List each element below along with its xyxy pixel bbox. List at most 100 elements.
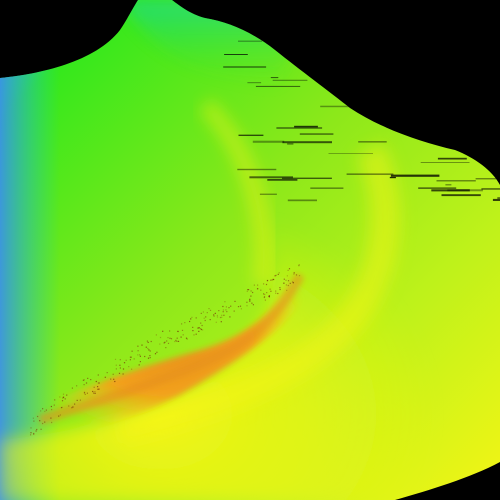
fringe-streak — [282, 177, 332, 179]
speckle — [263, 296, 266, 298]
speckle — [202, 329, 204, 331]
fringe-streak — [447, 189, 483, 192]
fringe-streak — [272, 79, 308, 81]
speckle — [266, 292, 268, 294]
speckle — [200, 322, 202, 324]
speckle — [62, 393, 65, 395]
speckle — [266, 279, 269, 282]
speckle — [60, 407, 63, 409]
fringe-streak — [224, 54, 248, 55]
speckle — [219, 316, 222, 319]
speckle — [51, 421, 53, 424]
fringe-streak — [390, 174, 440, 177]
speckle — [37, 415, 39, 418]
speckle — [208, 308, 210, 310]
speckle — [164, 341, 166, 343]
speckle — [51, 409, 53, 411]
speckle — [234, 300, 236, 302]
fringe-streak — [389, 176, 396, 179]
speckle — [155, 334, 157, 336]
fringe-streak — [445, 184, 452, 186]
speckle — [50, 405, 52, 408]
speckle — [203, 317, 205, 319]
speckle — [62, 396, 64, 398]
speckle — [115, 368, 117, 370]
fringe-streak — [255, 85, 301, 87]
speckle — [271, 279, 273, 281]
speckle — [275, 274, 277, 276]
speckle — [252, 304, 254, 306]
speckle — [61, 400, 64, 402]
speckle — [131, 350, 133, 352]
speckle — [133, 358, 135, 360]
speckle — [35, 430, 37, 432]
speckle — [169, 337, 171, 339]
speckle — [240, 308, 242, 310]
speckle — [106, 372, 108, 374]
speckle — [192, 330, 194, 332]
fringe-streak — [238, 40, 263, 42]
speckle — [128, 366, 130, 368]
speckle — [83, 392, 86, 394]
speckle — [195, 333, 197, 335]
speckle — [167, 342, 170, 344]
speckle — [209, 319, 211, 321]
speckle — [58, 415, 60, 417]
speckle — [139, 355, 141, 357]
speckle — [94, 392, 96, 394]
speckle — [215, 321, 217, 323]
speckle — [76, 399, 78, 401]
speckle — [123, 362, 125, 364]
speckle — [40, 428, 42, 430]
speckle — [115, 364, 117, 366]
speckle — [222, 311, 224, 313]
speckle — [32, 417, 34, 419]
speckle — [298, 275, 301, 277]
speckle — [97, 382, 99, 384]
fringe-streak — [475, 178, 500, 180]
speckle — [213, 315, 215, 317]
speckle — [97, 388, 99, 390]
speckle — [293, 273, 295, 275]
speckle — [189, 320, 191, 323]
speckle — [226, 311, 228, 313]
speckle — [184, 322, 186, 324]
speckle — [112, 373, 114, 375]
speckle — [124, 362, 126, 364]
speckle — [229, 316, 231, 318]
speckle — [83, 391, 86, 393]
speckle — [30, 427, 32, 429]
speckle — [98, 388, 100, 390]
speckle — [122, 368, 125, 370]
speckle — [283, 282, 285, 284]
speckle — [285, 279, 287, 281]
speckle — [180, 336, 182, 338]
speckle — [250, 295, 252, 297]
fringe-streak — [497, 197, 500, 199]
speckle — [86, 392, 88, 394]
speckle — [202, 311, 204, 313]
speckle — [154, 353, 157, 355]
speckle — [92, 390, 94, 393]
speckle — [287, 269, 289, 271]
speckle — [44, 421, 46, 423]
speckle — [228, 307, 230, 309]
speckle — [288, 268, 291, 270]
speckle — [104, 376, 106, 378]
speckle — [94, 391, 96, 393]
speckle — [224, 301, 226, 303]
speckle — [76, 385, 78, 387]
fringe-streak — [249, 176, 293, 179]
speckle — [277, 273, 279, 275]
speckle — [191, 316, 193, 318]
speckle — [64, 398, 66, 400]
speckle — [118, 372, 121, 374]
speckle — [84, 393, 86, 395]
speckle — [222, 309, 224, 311]
speckle — [246, 305, 248, 307]
speckle — [165, 347, 167, 349]
speckle — [263, 293, 265, 295]
fringe-streak — [431, 189, 470, 192]
speckle — [114, 380, 116, 383]
